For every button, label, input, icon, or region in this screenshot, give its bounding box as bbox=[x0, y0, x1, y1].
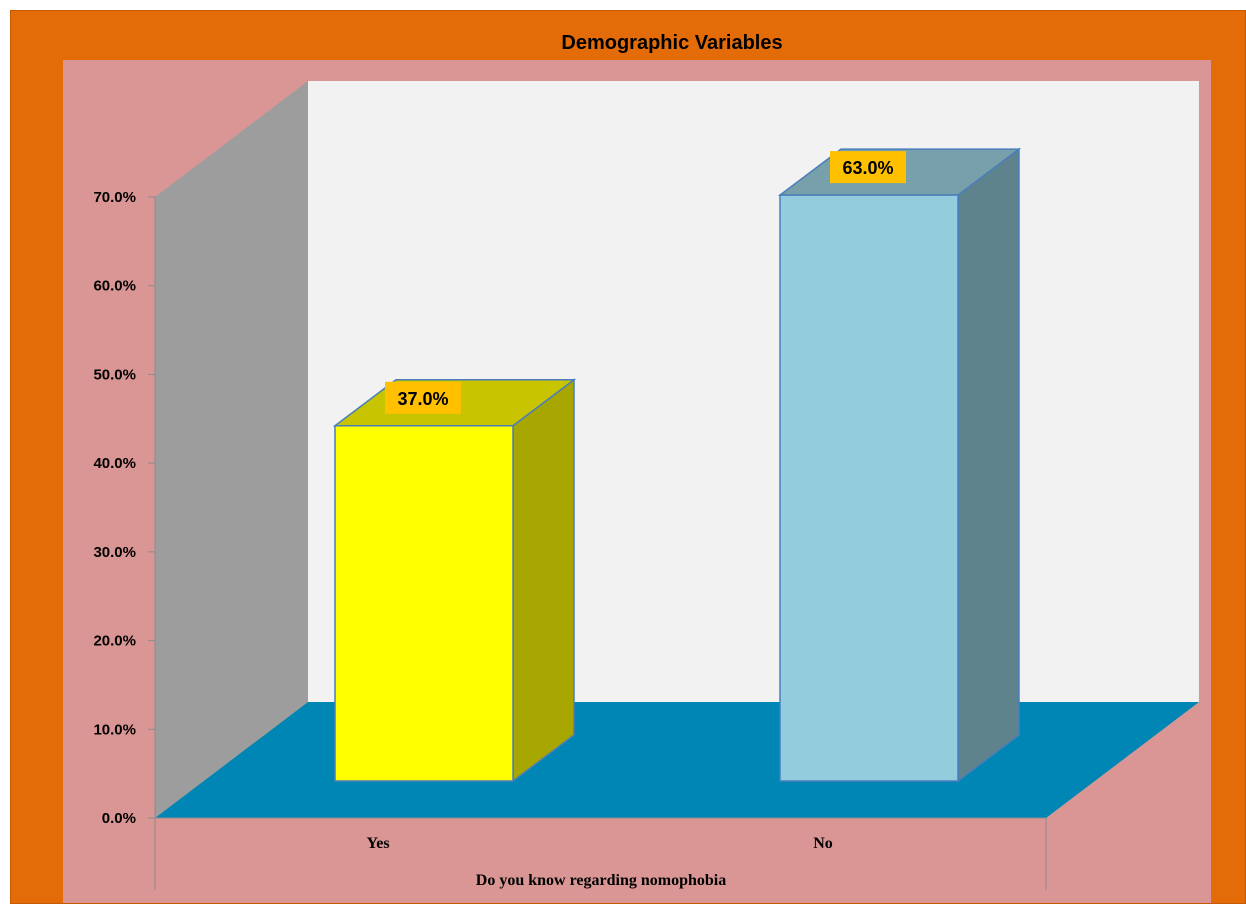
y-tick-label: 30.0% bbox=[93, 544, 136, 561]
y-tick-label: 60.0% bbox=[93, 278, 136, 295]
bar-side bbox=[512, 378, 575, 783]
bar bbox=[779, 194, 959, 782]
bar bbox=[334, 425, 514, 782]
y-tick-label: 40.0% bbox=[93, 455, 136, 472]
y-tick-label: 10.0% bbox=[93, 721, 136, 738]
data-label-box bbox=[830, 151, 906, 184]
bars: 37.0% 63.0% bbox=[332, 147, 1022, 783]
y-tick-label: 50.0% bbox=[93, 366, 136, 383]
category-label: No bbox=[813, 835, 833, 852]
y-tick-label: 70.0% bbox=[93, 189, 136, 206]
y-axis-ticks: 0.0% 10.0% 20.0% 30.0% 40.0% 50.0% 60.0% 70.0% bbox=[93, 189, 155, 827]
side-wall bbox=[155, 81, 308, 818]
floor bbox=[155, 702, 1199, 818]
data-label: 37.0% bbox=[397, 389, 448, 409]
bar-side bbox=[957, 147, 1020, 783]
data-label-box bbox=[385, 381, 461, 414]
data-label: 63.0% bbox=[842, 158, 893, 178]
y-tick-label: 20.0% bbox=[93, 633, 136, 650]
chart-title: Demographic Variables bbox=[561, 32, 782, 54]
category-label: Yes bbox=[366, 835, 389, 852]
category-labels: Yes No bbox=[366, 835, 832, 852]
y-tick-label: 0.0% bbox=[102, 810, 136, 827]
x-axis-title: Do you know regarding nomophobia bbox=[476, 872, 726, 889]
